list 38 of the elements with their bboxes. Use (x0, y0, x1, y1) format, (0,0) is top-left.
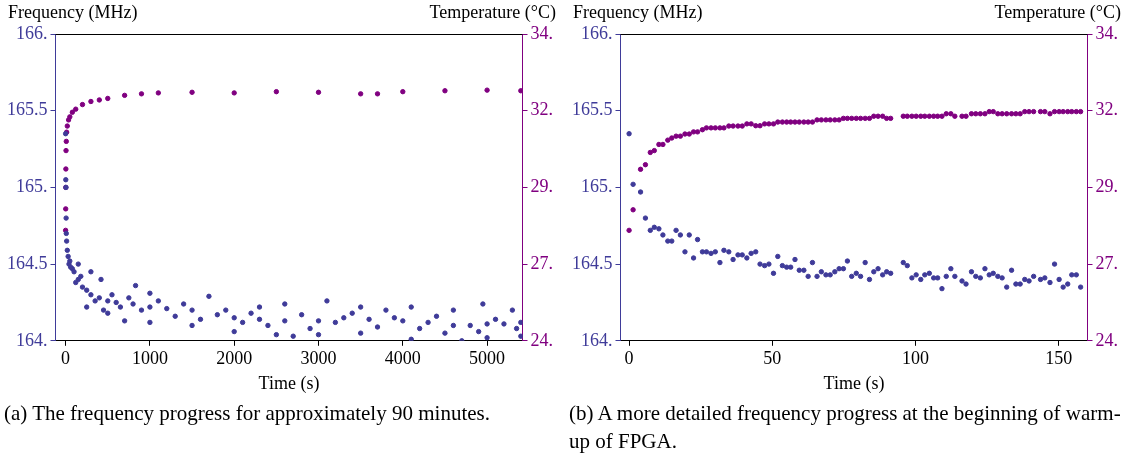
x-axis-title: Time (s) (258, 372, 320, 394)
y-tick-label: 164.5 (7, 252, 48, 273)
y2-tick-label: 32. (1095, 99, 1118, 120)
y-tick-label: 165. (581, 176, 613, 197)
y-tick-label: 164. (16, 329, 48, 350)
y-tick-label: 164. (581, 329, 613, 350)
y2-tick-label: 24. (1095, 329, 1118, 350)
x-tick-label: 5000 (469, 348, 506, 369)
x-tick-label: 3000 (300, 348, 337, 369)
text: (a) The frequency progress for approximately 90 minutes. (3, 400, 491, 427)
x-axis-title: Time (s) (823, 372, 885, 394)
x-tick-label: 4000 (384, 348, 421, 369)
y-tick-label: 164.5 (572, 252, 613, 273)
y-axis-title: Frequency (MHz) (573, 1, 703, 23)
y-axis-title: Frequency (MHz) (8, 1, 138, 23)
x-tick-label: 1000 (131, 348, 168, 369)
y2-axis-title: Temperature (°C) (429, 1, 556, 23)
x-tick-label: 150 (1045, 348, 1073, 369)
y-tick-label: 165.5 (7, 99, 48, 120)
y-tick-label: 165. (16, 176, 48, 197)
x-tick-label: 0 (61, 348, 71, 369)
y-tick-label: 165.5 (572, 99, 613, 120)
y2-axis-title: Temperature (°C) (994, 1, 1121, 23)
y2-tick-label: 29. (530, 176, 553, 197)
y2-tick-label: 34. (1095, 22, 1118, 43)
x-tick-label: 50 (763, 348, 782, 369)
x-tick-label: 0 (624, 348, 634, 369)
text: (b) A more detailed frequency progress at the beginning of warm-up of FPGA. (568, 400, 1122, 455)
y2-tick-label: 32. (530, 99, 553, 120)
x-tick-label: 2000 (216, 348, 253, 369)
y-tick-label: 166. (16, 22, 48, 43)
x-tick-label: 100 (902, 348, 930, 369)
y-tick-label: 166. (581, 22, 613, 43)
y2-tick-label: 24. (530, 329, 553, 350)
y2-tick-label: 27. (1095, 252, 1118, 273)
y2-tick-label: 27. (530, 252, 553, 273)
y2-tick-label: 29. (1095, 176, 1118, 197)
y2-tick-label: 34. (530, 22, 553, 43)
